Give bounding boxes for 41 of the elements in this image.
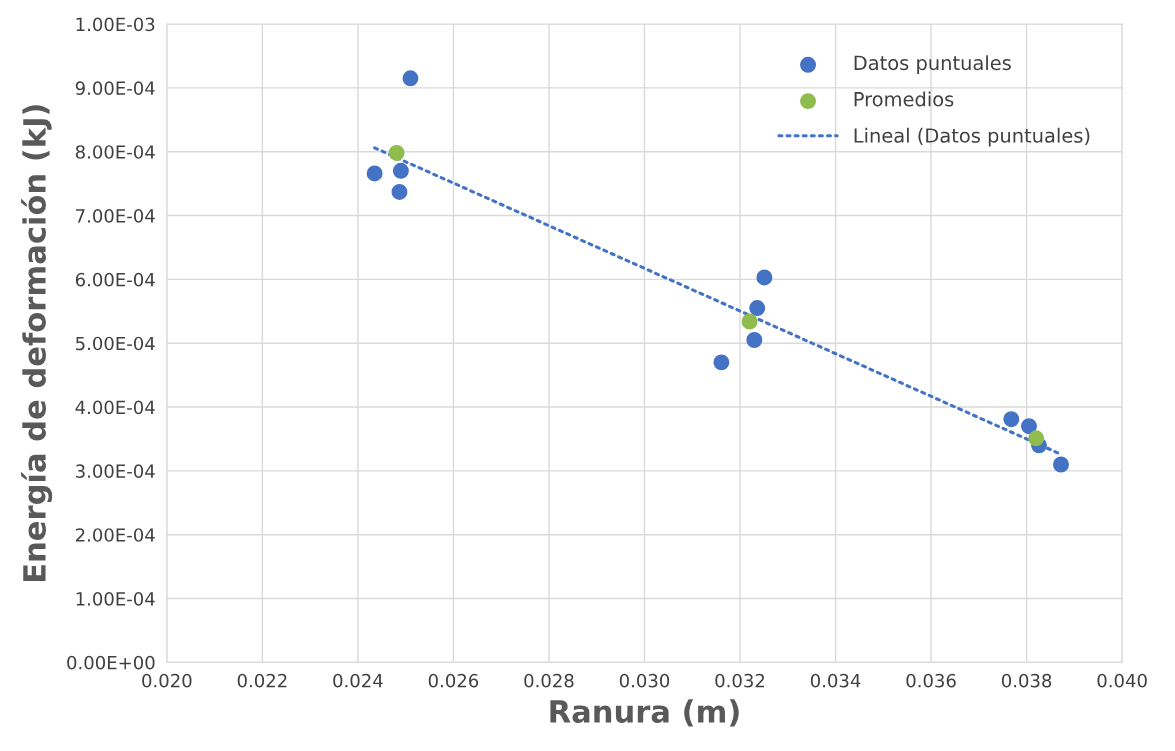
y-axis-title: Energía de deformación (kJ) [21,105,53,582]
x-tick-label: 0.034 [810,673,861,688]
legend-label: Datos puntuales [854,55,1011,74]
point [756,269,773,286]
point [391,183,408,200]
point [713,354,730,371]
y-tick-label: 5.00E-04 [76,336,155,351]
legend-label: Lineal (Datos puntuales) [854,127,1090,147]
point [746,332,763,348]
y-tick-label: 8.00E-04 [75,145,155,159]
x-tick-label: 0.026 [428,673,479,688]
x-tick-label: 0.032 [715,673,765,688]
x-tick-label: 0.030 [619,673,670,688]
point [741,313,758,330]
x-tick-label: 0.040 [1097,673,1147,688]
point [1003,411,1020,428]
point [392,162,409,179]
x-tick-label: 0.036 [906,673,956,688]
y-tick-label: 7.00E-04 [76,209,155,223]
x-axis-title: Ranura (m) [550,699,739,727]
point [366,165,383,182]
y-tick-label: 3.00E-04 [76,464,155,478]
x-tick-label: 0.024 [333,673,383,688]
x-tick-label: 0.038 [1001,673,1052,688]
point [1028,430,1045,447]
y-tick-label: 0.00E+00 [67,655,155,670]
y-tick-label: 1.00E-03 [76,17,155,32]
y-tick-label: 9.00E-04 [75,81,155,95]
y-tick-label: 2.00E-04 [75,528,155,542]
point [749,300,766,317]
x-tick-label: 0.022 [237,673,287,688]
y-tick-label: 6.00E-04 [75,272,155,287]
x-tick-label: 0.028 [524,673,574,688]
point [388,145,405,161]
point [402,70,419,87]
x-tick-label: 0.020 [142,673,192,688]
y-tick-label: 1.00E-04 [76,592,155,606]
point [1053,456,1069,473]
legend-label: Promedios [854,91,954,107]
y-tick-label: 4.00E-04 [75,400,155,415]
point [1021,418,1037,435]
